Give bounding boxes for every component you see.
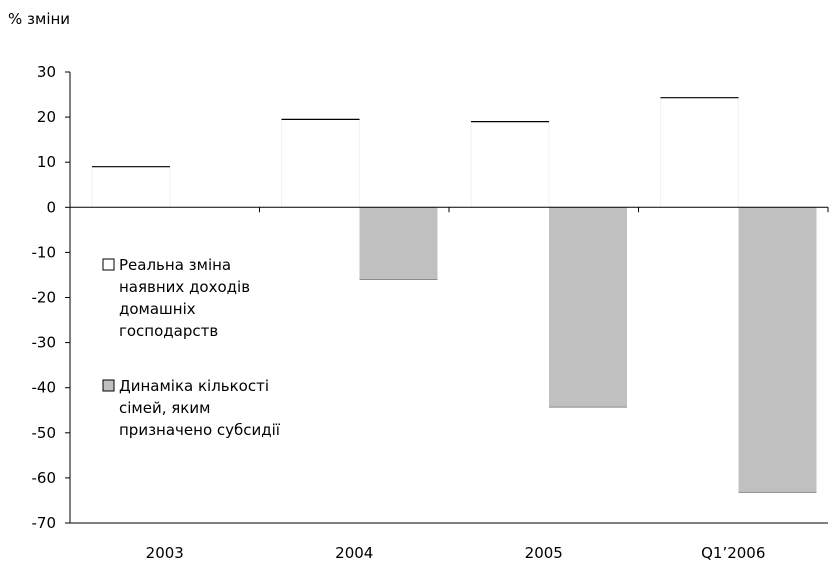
x-tick-label: 2005 (525, 544, 563, 562)
x-tick-label: Q1’2006 (701, 544, 765, 562)
y-tick-label: -40 (32, 379, 57, 397)
bar-income-1 (281, 118, 360, 208)
y-tick-label: -20 (32, 289, 57, 307)
y-tick-label: 30 (37, 63, 56, 81)
legend-swatch (102, 379, 115, 392)
x-tick-label: 2004 (335, 544, 373, 562)
legend-label: призначено субсидії (119, 421, 281, 439)
bar-subsidy-1 (359, 207, 438, 280)
legend-label: наявних доходів (119, 278, 250, 296)
bar-income-0 (91, 166, 171, 208)
bars (91, 97, 817, 493)
y-tick-label: 20 (37, 108, 56, 126)
y-axis-label: % зміни (8, 10, 70, 28)
axes (65, 71, 829, 524)
y-tick-label: -50 (32, 424, 57, 442)
bar-subsidy-3 (738, 207, 817, 493)
x-tick-labels: 2003 2004 2005 Q1’2006 (146, 544, 766, 562)
bar-income-2 (470, 121, 550, 208)
legend-label: Реальна зміна (119, 256, 231, 274)
y-tick-label: 0 (46, 198, 56, 216)
y-tick-label: -60 (32, 469, 57, 487)
legend: Реальна зміна наявних доходів домашніх госп… (102, 256, 281, 439)
y-tick-label: -30 (32, 334, 57, 352)
legend-label: домашніх (119, 300, 196, 318)
bar-income-3 (660, 97, 739, 208)
legend-label: господарств (119, 322, 218, 340)
y-tick-label: -10 (32, 243, 57, 261)
legend-label: сімей, яким (119, 399, 210, 417)
y-tick-label: 10 (37, 153, 56, 171)
bar-subsidy-2 (549, 207, 627, 408)
y-tick-labels: 30 20 10 0 -10 -20 -30 -40 -50 -60 -70 (32, 63, 57, 532)
legend-label: Динаміка кількості (119, 377, 269, 395)
y-tick-label: -70 (32, 514, 57, 532)
x-tick-label: 2003 (146, 544, 184, 562)
legend-swatch (102, 258, 115, 271)
